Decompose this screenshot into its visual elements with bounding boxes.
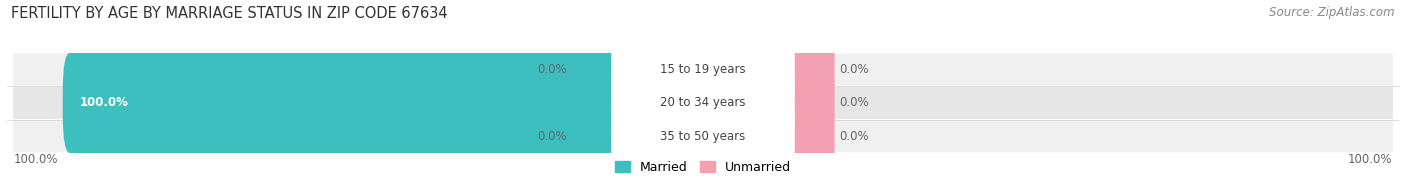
FancyBboxPatch shape <box>63 53 710 153</box>
Text: 20 to 34 years: 20 to 34 years <box>661 96 745 109</box>
FancyBboxPatch shape <box>13 87 1393 119</box>
Text: 35 to 50 years: 35 to 50 years <box>661 130 745 143</box>
FancyBboxPatch shape <box>13 120 1393 152</box>
Text: 100.0%: 100.0% <box>1348 153 1392 166</box>
FancyBboxPatch shape <box>571 99 626 173</box>
Text: 15 to 19 years: 15 to 19 years <box>661 63 745 76</box>
Text: 100.0%: 100.0% <box>80 96 129 109</box>
Text: Source: ZipAtlas.com: Source: ZipAtlas.com <box>1270 6 1395 19</box>
Text: 0.0%: 0.0% <box>537 130 567 143</box>
Text: 0.0%: 0.0% <box>839 96 869 109</box>
FancyBboxPatch shape <box>780 99 835 173</box>
Text: FERTILITY BY AGE BY MARRIAGE STATUS IN ZIP CODE 67634: FERTILITY BY AGE BY MARRIAGE STATUS IN Z… <box>11 6 449 21</box>
FancyBboxPatch shape <box>612 76 794 196</box>
Legend: Married, Unmarried: Married, Unmarried <box>610 156 796 179</box>
Text: 0.0%: 0.0% <box>839 63 869 76</box>
Text: 0.0%: 0.0% <box>839 130 869 143</box>
FancyBboxPatch shape <box>780 66 835 140</box>
FancyBboxPatch shape <box>571 33 626 107</box>
FancyBboxPatch shape <box>612 10 794 129</box>
FancyBboxPatch shape <box>13 54 1393 86</box>
FancyBboxPatch shape <box>612 43 794 163</box>
FancyBboxPatch shape <box>780 33 835 107</box>
Text: 100.0%: 100.0% <box>13 153 58 166</box>
Text: 0.0%: 0.0% <box>537 63 567 76</box>
